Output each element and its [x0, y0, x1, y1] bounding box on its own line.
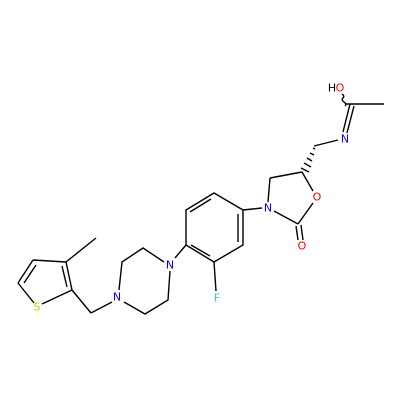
bond: [273, 210, 299, 225]
bond: [123, 270, 171, 315]
atom-label: S: [34, 301, 41, 314]
atom-labels: H O N O O N F N N S: [34, 82, 350, 314]
atom-label: O: [336, 82, 345, 95]
bond: [23, 264, 37, 284]
atom-label: O: [298, 240, 307, 253]
bond: [301, 171, 314, 192]
wavy-bond: [341, 93, 347, 107]
bond: [346, 105, 355, 134]
atom-label: N: [166, 259, 174, 272]
hashed-wedge: [300, 147, 316, 173]
bond: [32, 259, 67, 263]
bonds: [17, 93, 384, 315]
bond: [342, 103, 351, 133]
bond: [295, 225, 299, 241]
bond: [267, 177, 271, 203]
bond: [242, 207, 263, 211]
bond: [17, 282, 35, 304]
bond: [174, 244, 187, 259]
bond: [90, 301, 113, 314]
atom-label: H: [328, 82, 336, 95]
bond: [41, 289, 73, 305]
bond: [300, 224, 304, 241]
atom-label: N: [341, 133, 349, 146]
bond: [71, 289, 92, 314]
bond: [61, 265, 68, 288]
bond: [297, 202, 314, 225]
atom-label: O: [313, 191, 322, 204]
atom-label: N: [264, 202, 272, 215]
bond: [190, 244, 211, 257]
atom-label: N: [113, 291, 121, 304]
atom-label: F: [214, 292, 220, 305]
bond: [65, 237, 97, 263]
bond: [118, 247, 165, 291]
bond: [213, 261, 217, 292]
bond: [313, 139, 339, 147]
bond: [65, 261, 73, 291]
bond: [17, 259, 34, 284]
bond: [269, 171, 303, 179]
bond: [189, 198, 212, 213]
